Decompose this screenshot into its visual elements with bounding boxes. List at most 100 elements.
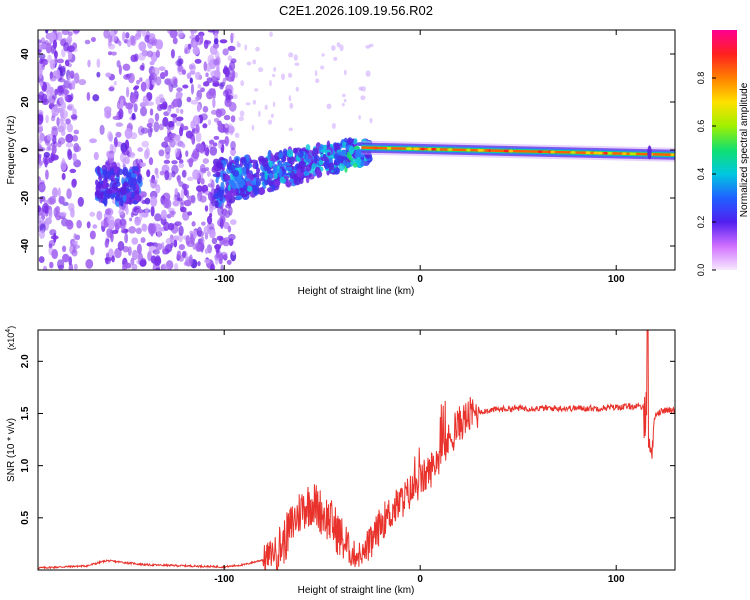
spectrogram-cell bbox=[206, 215, 213, 225]
spectrogram-cell bbox=[162, 246, 166, 255]
spectrogram-cell bbox=[70, 93, 74, 101]
spectrogram-cell bbox=[337, 151, 345, 156]
spectrogram-cell bbox=[223, 114, 231, 121]
spectrogram-cell bbox=[69, 168, 77, 174]
spectrogram-cell bbox=[38, 114, 44, 125]
spectrogram-cell bbox=[73, 129, 80, 135]
spectrogram-cell bbox=[229, 219, 237, 226]
spectrogram-cell bbox=[150, 255, 157, 264]
spectrogram-cell bbox=[53, 50, 58, 59]
spectrogram-cell bbox=[178, 92, 183, 98]
spectrogram-cell bbox=[104, 239, 109, 248]
spectrogram-cell bbox=[231, 32, 235, 39]
spectrogram-cell bbox=[343, 69, 347, 76]
spectrogram-cell bbox=[420, 147, 425, 151]
spectrogram-cell bbox=[56, 117, 60, 127]
spectrogram-cell bbox=[240, 80, 245, 87]
spectrogram-cell bbox=[214, 51, 220, 60]
spectrogram-cell bbox=[78, 79, 87, 86]
spectrogram-cell bbox=[515, 149, 521, 153]
spectrogram-cell bbox=[190, 233, 194, 244]
spectrogram-cell bbox=[228, 61, 236, 71]
spectrogram-cell bbox=[177, 30, 184, 38]
spectrogram-cell bbox=[47, 142, 51, 151]
spectrogram-cell bbox=[136, 243, 142, 255]
spectrogram-cell bbox=[48, 196, 57, 205]
spectrogram-cell bbox=[244, 44, 248, 51]
spectrogram-cell bbox=[65, 118, 71, 125]
spectrogram-cell bbox=[38, 256, 45, 263]
spectrogram-cell bbox=[229, 130, 234, 136]
spectrogram-cell bbox=[66, 188, 72, 200]
spectrogram-cell bbox=[104, 109, 112, 119]
spectrogram-cell bbox=[196, 103, 201, 113]
spectrogram-cell bbox=[215, 177, 219, 184]
spectrogram-cell bbox=[282, 148, 288, 156]
spectrogram-cell bbox=[61, 30, 70, 36]
snr-x-tick-label: 100 bbox=[608, 574, 625, 585]
spectrogram-cell bbox=[216, 235, 224, 241]
spectrogram-cell bbox=[172, 235, 180, 242]
spectrogram-cell bbox=[211, 237, 218, 245]
spectrogram-cell bbox=[184, 256, 193, 267]
spectrogram-cell bbox=[246, 61, 252, 66]
spectrogram-cell bbox=[162, 116, 169, 127]
spectrogram-cell bbox=[353, 138, 358, 145]
spectrogram-cell bbox=[140, 127, 149, 134]
spectrogram-cell bbox=[43, 265, 48, 270]
spectrogram-cell bbox=[90, 36, 96, 43]
spectrogram-cell bbox=[147, 126, 153, 138]
spectrogram-cell bbox=[131, 249, 139, 261]
spectrogram-cell bbox=[49, 86, 54, 97]
spectrogram-cell bbox=[131, 263, 138, 270]
spectrogram-cell bbox=[135, 184, 140, 192]
spectrogram-cell bbox=[146, 122, 153, 128]
spectrogram-cell bbox=[48, 243, 53, 249]
spectrogram-cell bbox=[122, 194, 127, 202]
spectrogram-cell bbox=[197, 84, 202, 89]
spectrogram-cell bbox=[138, 41, 147, 52]
spectrogram-cell bbox=[93, 151, 99, 161]
spectrogram-cell bbox=[214, 244, 222, 250]
spectrogram-cell bbox=[60, 129, 66, 137]
spectrogram-cell bbox=[339, 44, 344, 52]
spectrogram-cell bbox=[92, 224, 98, 229]
spectrogram-cell bbox=[125, 32, 130, 39]
spectrogram-cell bbox=[119, 99, 124, 110]
spectrogram-cell bbox=[238, 43, 241, 48]
spectrogram-cell bbox=[55, 205, 61, 213]
spectrogram-cell bbox=[166, 213, 172, 219]
spectrogram-cell bbox=[144, 197, 151, 205]
spectrogram-cell bbox=[155, 96, 161, 106]
spectrogram-cell bbox=[53, 232, 57, 243]
spectrogram-cell bbox=[38, 138, 43, 144]
spectrogram-cell bbox=[226, 259, 232, 265]
spectrogram-cell bbox=[285, 166, 293, 171]
snr-y-tick-label: 2.0 bbox=[20, 354, 31, 368]
spectrogram-cell bbox=[215, 184, 220, 191]
spectrogram-cell bbox=[363, 138, 367, 144]
spectrogram-cell bbox=[139, 64, 145, 71]
spectrogram-cell bbox=[61, 245, 67, 253]
spectrogram-cell bbox=[155, 49, 161, 58]
spectrogram-cell bbox=[174, 263, 179, 270]
spectrogram-cell bbox=[186, 96, 192, 103]
spectrogram-cell bbox=[48, 157, 54, 164]
spectrogram-cell bbox=[190, 152, 199, 162]
spectrogram-cell bbox=[103, 30, 111, 39]
spectrogram-cell bbox=[286, 155, 291, 163]
spectrogram-cell bbox=[115, 195, 120, 202]
spectrogram-x-tick-label: -100 bbox=[214, 274, 234, 285]
spectrogram-cell bbox=[245, 102, 251, 106]
spectrogram-cell bbox=[216, 70, 221, 80]
spectrogram-cell bbox=[203, 225, 211, 235]
spectrogram-cell bbox=[218, 139, 227, 144]
spectrogram-cell bbox=[174, 188, 179, 196]
spectrogram-cell bbox=[216, 247, 220, 254]
spectrogram-cell bbox=[314, 70, 318, 77]
spectrogram-cell bbox=[123, 181, 129, 187]
spectrogram-cell bbox=[238, 116, 244, 122]
spectrogram-cell bbox=[44, 206, 49, 217]
spectrogram-cell bbox=[205, 147, 210, 157]
spectrogram-cell bbox=[612, 152, 619, 155]
